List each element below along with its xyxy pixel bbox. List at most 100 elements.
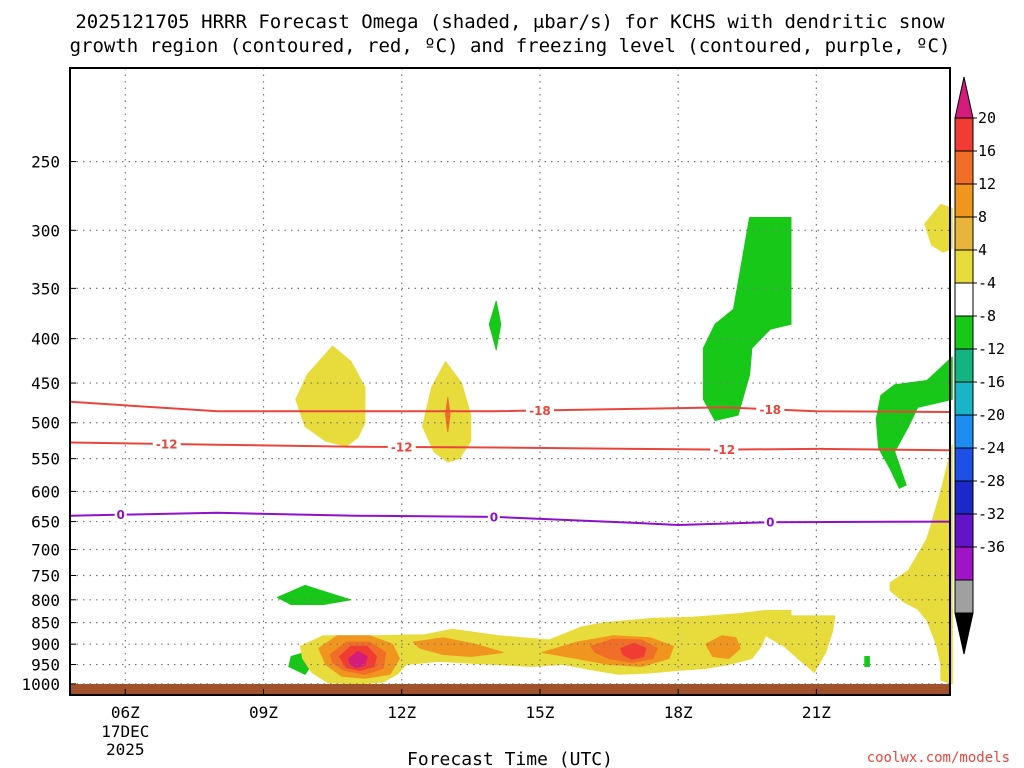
colorbar-segment	[954, 249, 974, 284]
colorbar-bottom-arrow	[954, 612, 974, 655]
colorbar-label: 12	[978, 175, 996, 193]
colorbar-label: -16	[978, 373, 1005, 391]
colorbar-segment	[954, 315, 974, 350]
omega-region	[705, 635, 741, 659]
colorbar-segment	[954, 513, 974, 548]
y-tick-label: 350	[31, 279, 60, 298]
contour-label: 0	[766, 516, 774, 530]
y-tick-label: 900	[31, 635, 60, 654]
x-tick-label: 06Z	[111, 703, 140, 722]
colorbar: 20 16 12 8 4 -4 -8 -12 -16 -20 -24 -28 -32 -36	[954, 76, 1005, 655]
contour-label: -12	[391, 441, 413, 455]
contour-label-bg	[764, 515, 777, 530]
colorbar-segment	[954, 480, 974, 515]
colorbar-segment	[954, 381, 974, 416]
x-tick-year: 2025	[106, 740, 145, 759]
colorbar-label: -20	[978, 406, 1005, 424]
colorbar-segment	[954, 579, 974, 614]
grid-lines	[70, 68, 950, 695]
x-tick-label: 18Z	[664, 703, 693, 722]
omega-region	[875, 356, 953, 489]
omega-region	[620, 642, 647, 660]
y-tick-label: 700	[31, 540, 60, 559]
omega-shading	[276, 203, 953, 685]
dgz-contour	[69, 441, 951, 452]
contour-label-bg	[114, 507, 127, 522]
colorbar-label: -12	[978, 340, 1005, 358]
y-tick-label: 250	[31, 153, 60, 172]
dgz-contour	[69, 400, 951, 413]
omega-region	[488, 300, 502, 351]
plot-background	[70, 68, 950, 695]
colorbar-segment	[954, 414, 974, 449]
contour-label-bg	[756, 402, 785, 417]
x-tick-label: 21Z	[802, 703, 831, 722]
contour-label-bg	[387, 440, 416, 455]
contour-label-bg	[487, 509, 500, 524]
y-tick-label: 450	[31, 374, 60, 393]
x-tick-label: 15Z	[525, 703, 554, 722]
x-tick-label: 09Z	[249, 703, 278, 722]
colorbar-label: -36	[978, 538, 1005, 556]
contour-lines: -18 -18 -12 -12 -12 0 0 0	[69, 400, 951, 530]
y-tick-label: 400	[31, 330, 60, 349]
omega-region	[864, 656, 870, 667]
chart-title-line2: growth region (contoured, red, ºC) and f…	[70, 35, 951, 57]
y-tick-label: 500	[31, 414, 60, 433]
y-tick-label: 1000	[21, 675, 60, 694]
colorbar-label: -24	[978, 439, 1005, 457]
y-tick-label: 300	[31, 221, 60, 240]
colorbar-segment	[954, 546, 974, 581]
omega-region	[889, 444, 953, 685]
colorbar-label: -28	[978, 472, 1005, 490]
omega-region	[445, 397, 451, 433]
colorbar-label: 20	[978, 109, 996, 127]
contour-label: -12	[713, 443, 735, 457]
contour-label: -18	[529, 404, 551, 418]
contour-label: -12	[156, 437, 178, 451]
contour-label: -18	[759, 403, 781, 417]
colorbar-top-arrow	[954, 76, 974, 119]
omega-region	[703, 217, 792, 421]
colorbar-label: -32	[978, 505, 1005, 523]
contour-label: 0	[117, 508, 125, 522]
colorbar-label: 4	[978, 241, 987, 259]
contour-label-bg	[152, 436, 181, 451]
colorbar-label: -4	[978, 274, 996, 292]
contour-label-bg	[525, 403, 554, 418]
colorbar-label: -8	[978, 307, 996, 325]
colorbar-segment	[954, 150, 974, 185]
freezing-level-contour	[69, 511, 951, 527]
omega-region	[276, 584, 352, 605]
colorbar-segment	[954, 216, 974, 251]
y-tick-label: 750	[31, 566, 60, 585]
x-tick-label: 12Z	[387, 703, 416, 722]
colorbar-segment	[954, 282, 974, 317]
omega-region	[295, 345, 366, 447]
y-tick-label: 650	[31, 513, 60, 532]
colorbar-segment	[954, 117, 974, 152]
x-tick-date: 17DEC	[101, 722, 149, 741]
y-tick-label: 950	[31, 656, 60, 675]
x-axis-title: Forecast Time (UTC)	[407, 749, 613, 768]
y-tick-label: 850	[31, 614, 60, 633]
contour-label: 0	[490, 510, 498, 524]
credit-link[interactable]: coolwx.com/models	[867, 750, 1010, 766]
colorbar-label: 8	[978, 208, 987, 226]
ground-surface	[70, 684, 950, 695]
plot-frame	[69, 67, 951, 696]
y-axis: 250 300 350 400 450 500 550 600 650 700 750 800 850 9…	[21, 153, 76, 694]
chart-title-line1: 2025121705 HRRR Forecast Omega (shaded, …	[75, 11, 945, 33]
contour-label-bg	[710, 442, 739, 457]
omega-region	[924, 203, 953, 253]
colorbar-label: 16	[978, 142, 996, 160]
omega-region	[348, 651, 368, 669]
y-tick-label: 550	[31, 450, 60, 469]
y-tick-label: 800	[31, 591, 60, 610]
colorbar-segment	[954, 447, 974, 482]
colorbar-segment	[954, 348, 974, 383]
y-tick-label: 600	[31, 482, 60, 501]
